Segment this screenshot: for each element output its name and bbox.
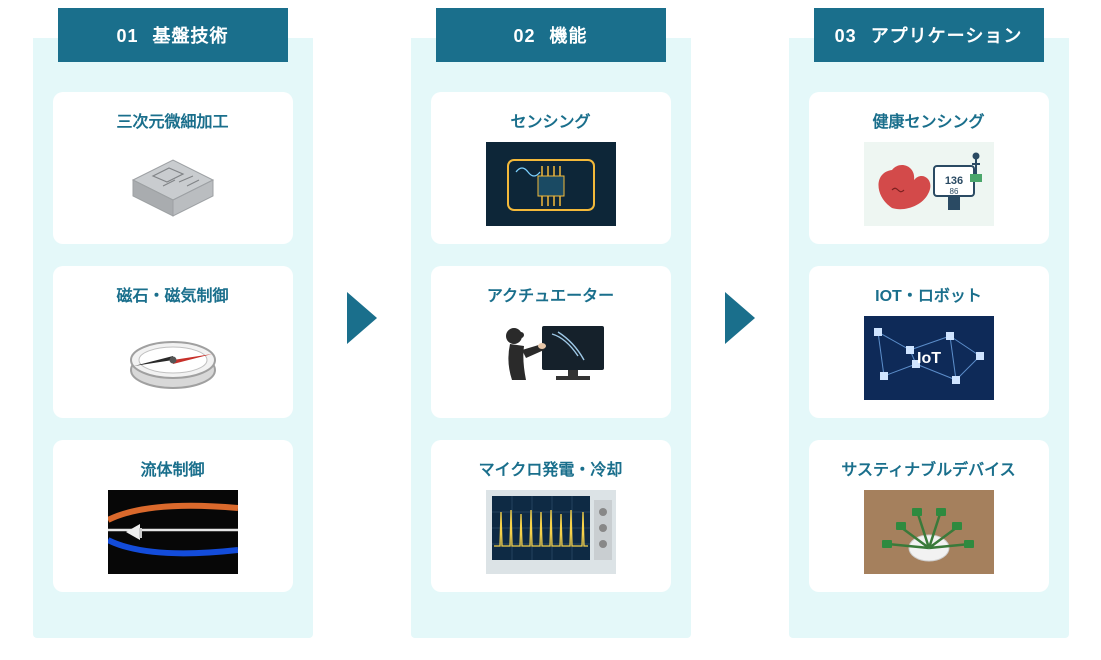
column-1-title: 基盤技術	[153, 26, 229, 46]
column-1-header: 01 基盤技術	[58, 8, 288, 62]
column-2-title: 機能	[550, 26, 588, 46]
card-title: 三次元微細加工	[116, 108, 228, 132]
card-title: 流体制御	[140, 456, 204, 480]
actuator-vr-icon	[486, 316, 616, 400]
card-iot-robot: IOT・ロボット	[809, 266, 1049, 418]
card-title: マイクロ発電・冷却	[479, 456, 623, 480]
arrow-right-icon	[725, 292, 755, 344]
sustainable-device-icon	[864, 490, 994, 574]
column-1-number: 01	[116, 26, 138, 46]
card-title: センシング	[510, 108, 590, 132]
card-health-sensing: 健康センシング 136 86	[809, 92, 1049, 244]
arrow-right-icon	[347, 292, 377, 344]
column-3-number: 03	[835, 26, 857, 46]
column-3-panel: 健康センシング 136 86	[789, 38, 1069, 638]
arrow-1-wrap	[347, 8, 377, 628]
svg-text:86: 86	[949, 187, 958, 196]
column-1: 01 基盤技術 三次元微細加工	[33, 8, 313, 638]
health-monitor-icon: 136 86	[864, 142, 994, 226]
compass-icon	[108, 316, 238, 400]
diagram-root: 01 基盤技術 三次元微細加工	[0, 0, 1101, 638]
iot-network-icon: IoT	[864, 316, 994, 400]
chip-3d-icon	[108, 142, 238, 226]
column-2-header: 02 機能	[436, 8, 666, 62]
card-title: サスティナブルデバイス	[841, 456, 1015, 480]
card-title: 磁石・磁気制御	[116, 282, 228, 306]
column-2-number: 02	[513, 26, 535, 46]
card-actuator: アクチュエーター	[431, 266, 671, 418]
column-3-header: 03 アプリケーション	[814, 8, 1044, 62]
card-sustainable-device: サスティナブルデバイス	[809, 440, 1049, 592]
card-magnet-control: 磁石・磁気制御	[53, 266, 293, 418]
card-title: アクチュエーター	[487, 282, 614, 306]
column-2-panel: センシング	[411, 38, 691, 638]
card-fluid-control: 流体制御	[53, 440, 293, 592]
column-3: 03 アプリケーション 健康センシング 136 86	[789, 8, 1069, 638]
column-1-panel: 三次元微細加工 磁石・磁気制御	[33, 38, 313, 638]
sensing-circuit-icon	[486, 142, 616, 226]
fluid-flow-icon	[108, 490, 238, 574]
svg-text:IoT: IoT	[917, 350, 941, 367]
column-2: 02 機能 センシング	[411, 8, 691, 638]
card-3d-microfab: 三次元微細加工	[53, 92, 293, 244]
card-sensing: センシング	[431, 92, 671, 244]
card-micro-power: マイクロ発電・冷却	[431, 440, 671, 592]
arrow-2-wrap	[725, 8, 755, 628]
column-3-title: アプリケーション	[871, 26, 1023, 46]
svg-text:136: 136	[944, 175, 962, 187]
card-title: IOT・ロボット	[875, 282, 982, 306]
oscilloscope-icon	[486, 490, 616, 574]
card-title: 健康センシング	[872, 108, 984, 132]
